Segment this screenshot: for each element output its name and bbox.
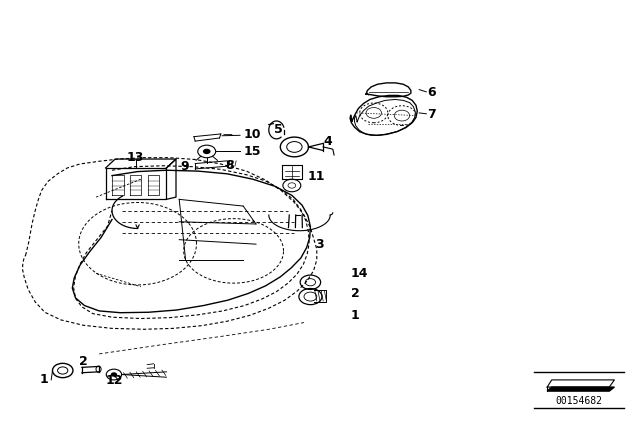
Polygon shape [547,387,614,391]
Text: 2: 2 [79,354,88,368]
Text: 14: 14 [351,267,368,280]
Text: 8: 8 [225,159,234,172]
Text: 2: 2 [351,287,360,300]
Circle shape [111,372,117,377]
Text: 11: 11 [307,170,324,184]
Text: 4: 4 [323,134,332,148]
Text: 00154682: 00154682 [556,396,603,406]
Text: 6: 6 [428,86,436,99]
Text: —: — [223,146,233,156]
Text: 7: 7 [428,108,436,121]
Circle shape [203,149,211,154]
Text: 5: 5 [274,123,283,137]
Text: —: — [223,129,233,139]
Text: 12: 12 [106,374,123,388]
Text: 1: 1 [351,309,360,323]
Text: 3: 3 [315,237,323,251]
Text: 15: 15 [243,145,260,158]
Text: 1: 1 [39,373,48,387]
Text: 13: 13 [127,151,145,164]
Text: 9: 9 [180,160,189,173]
Text: 10: 10 [243,128,260,141]
